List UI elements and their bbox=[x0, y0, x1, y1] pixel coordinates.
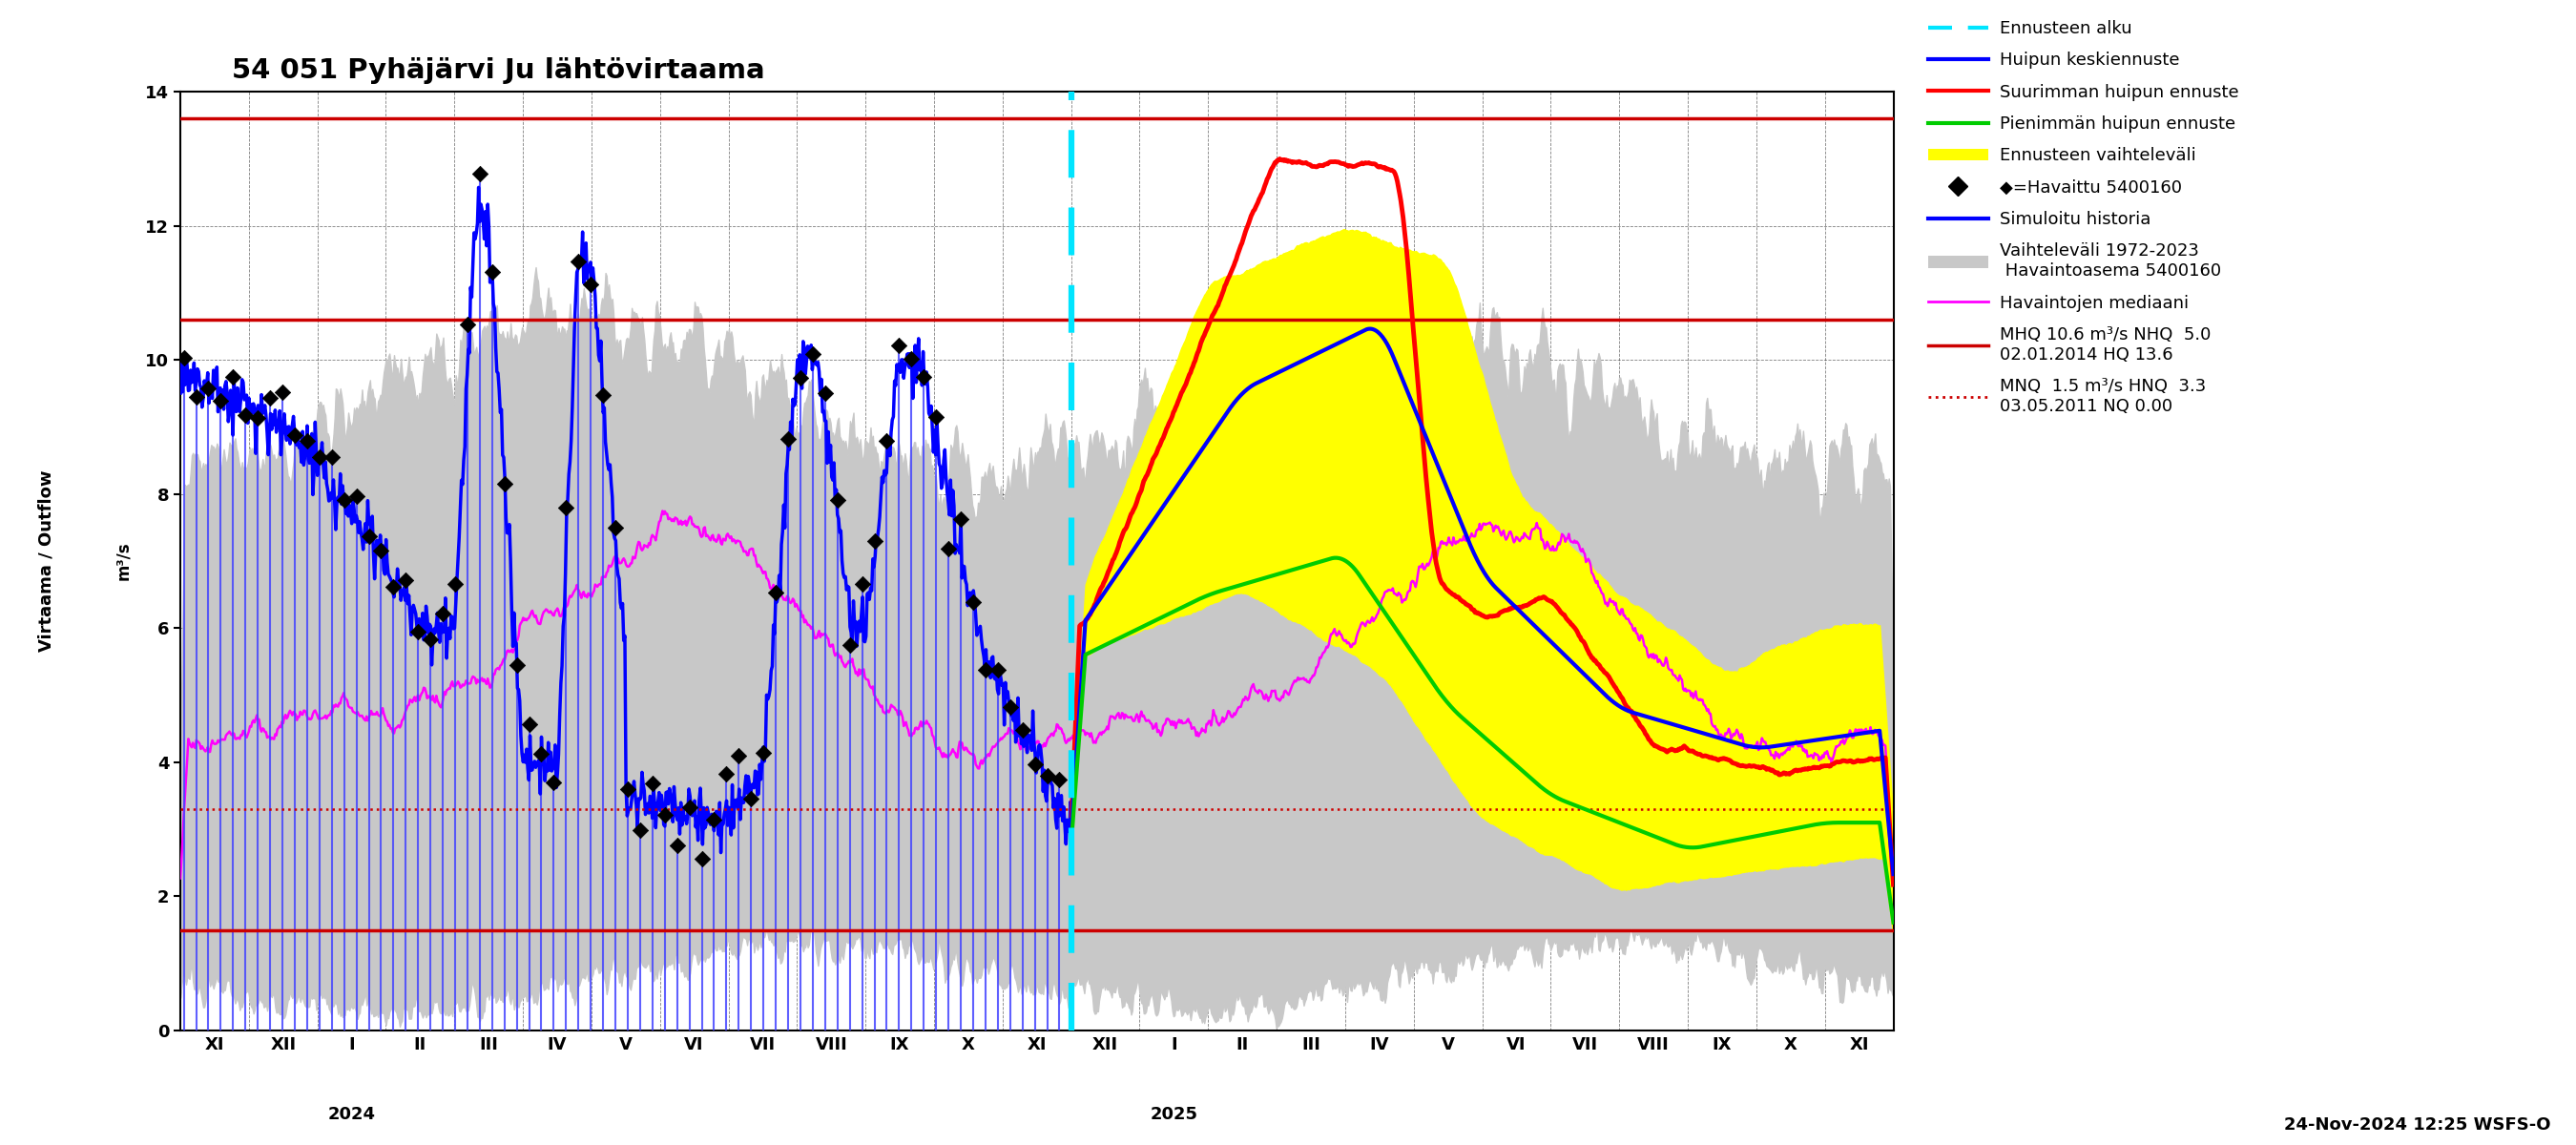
Point bbox=[670, 798, 711, 816]
Point bbox=[299, 448, 340, 466]
Point bbox=[224, 405, 265, 424]
Point bbox=[175, 387, 216, 405]
Point bbox=[348, 528, 389, 546]
Text: 2024: 2024 bbox=[327, 1106, 376, 1123]
Point bbox=[263, 384, 304, 402]
Legend: Ennusteen alku, Huipun keskiennuste, Suurimman huipun ennuste, Pienimmän huipun : Ennusteen alku, Huipun keskiennuste, Suu… bbox=[1927, 21, 2239, 414]
Point bbox=[804, 384, 845, 402]
Point bbox=[966, 661, 1007, 679]
Point bbox=[732, 790, 773, 808]
Point bbox=[507, 714, 549, 733]
Point bbox=[853, 532, 894, 551]
Point bbox=[335, 487, 376, 505]
Point bbox=[595, 519, 636, 537]
Point bbox=[719, 747, 760, 765]
Point bbox=[446, 315, 487, 333]
Point bbox=[989, 698, 1030, 717]
Point bbox=[435, 575, 477, 593]
Point bbox=[618, 821, 659, 839]
Point bbox=[706, 765, 747, 783]
Point bbox=[188, 379, 229, 397]
Point bbox=[693, 811, 734, 829]
Point bbox=[459, 165, 500, 183]
Point bbox=[914, 408, 956, 426]
Point bbox=[1025, 766, 1066, 784]
Point bbox=[471, 262, 513, 281]
Point bbox=[286, 432, 327, 450]
Point bbox=[742, 743, 783, 761]
Point bbox=[520, 744, 562, 763]
Point bbox=[953, 593, 994, 611]
Point bbox=[497, 656, 538, 674]
Point bbox=[273, 426, 314, 444]
Point bbox=[582, 386, 623, 404]
Point bbox=[608, 780, 649, 798]
Point bbox=[1002, 721, 1043, 740]
Text: 54 051 Pyhäjärvi Ju lähtövirtaama: 54 051 Pyhäjärvi Ju lähtövirtaama bbox=[232, 57, 765, 84]
Point bbox=[422, 605, 464, 623]
Point bbox=[410, 631, 451, 649]
Point bbox=[559, 253, 600, 271]
Point bbox=[927, 539, 969, 558]
Point bbox=[866, 432, 907, 450]
Point bbox=[1038, 771, 1079, 789]
Point bbox=[533, 774, 574, 792]
Point bbox=[312, 449, 353, 467]
Point bbox=[793, 345, 835, 363]
Point bbox=[237, 409, 278, 427]
Point bbox=[546, 499, 587, 518]
Point bbox=[657, 836, 698, 854]
Point bbox=[891, 350, 933, 369]
Point bbox=[817, 491, 858, 510]
Point bbox=[755, 584, 796, 602]
Point bbox=[768, 429, 809, 448]
Point bbox=[484, 475, 526, 493]
Point bbox=[211, 368, 252, 386]
Text: m³/s: m³/s bbox=[116, 542, 131, 581]
Point bbox=[940, 510, 981, 528]
Point bbox=[397, 623, 438, 641]
Point bbox=[842, 575, 884, 593]
Point bbox=[250, 389, 291, 408]
Point bbox=[631, 774, 672, 792]
Text: 24-Nov-2024 12:25 WSFS-O: 24-Nov-2024 12:25 WSFS-O bbox=[2282, 1116, 2550, 1134]
Point bbox=[374, 577, 415, 595]
Point bbox=[386, 571, 428, 590]
Point bbox=[644, 805, 685, 823]
Point bbox=[1015, 755, 1056, 773]
Point bbox=[201, 392, 242, 410]
Point bbox=[781, 369, 822, 387]
Point bbox=[680, 850, 721, 868]
Text: Virtaama / Outflow: Virtaama / Outflow bbox=[39, 471, 54, 652]
Point bbox=[976, 661, 1018, 679]
Point bbox=[904, 368, 945, 386]
Point bbox=[361, 540, 402, 559]
Point bbox=[569, 275, 611, 293]
Text: 2025: 2025 bbox=[1149, 1106, 1198, 1123]
Point bbox=[162, 349, 204, 368]
Point bbox=[829, 635, 871, 654]
Point bbox=[325, 490, 366, 508]
Point bbox=[878, 335, 920, 354]
